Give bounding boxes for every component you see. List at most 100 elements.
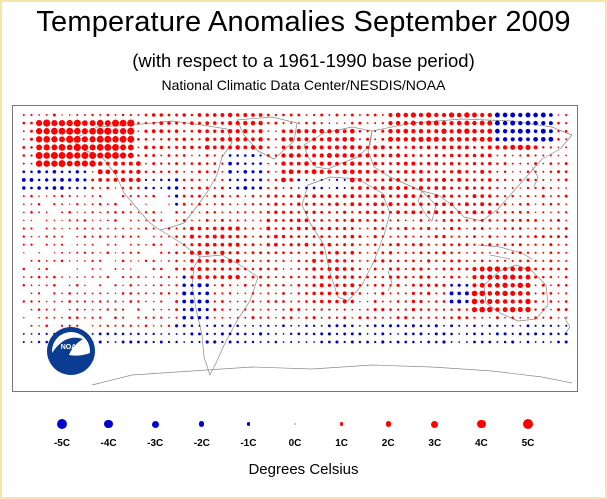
anomaly-dot xyxy=(389,162,392,166)
anomaly-dot xyxy=(557,300,560,303)
anomaly-dot xyxy=(182,137,186,142)
anomaly-dot xyxy=(450,218,454,222)
anomaly-dot xyxy=(526,235,530,238)
anomaly-dot xyxy=(45,235,48,238)
anomaly-dot xyxy=(328,235,331,238)
anomaly-dot xyxy=(190,145,194,150)
anomaly-dot xyxy=(129,113,132,117)
anomaly-dot xyxy=(96,127,104,135)
anomaly-dot xyxy=(91,186,94,190)
anomaly-dot xyxy=(98,340,102,344)
anomaly-dot xyxy=(335,243,339,247)
anomaly-dot xyxy=(137,243,140,246)
anomaly-dot xyxy=(83,251,87,255)
anomaly-dot xyxy=(68,316,71,319)
anomaly-dot xyxy=(465,283,469,287)
anomaly-dot xyxy=(129,332,132,336)
anomaly-dot xyxy=(426,161,431,166)
anomaly-dot xyxy=(510,283,515,288)
anomaly-dot xyxy=(96,119,104,127)
anomaly-dot xyxy=(327,242,332,247)
anomaly-dot xyxy=(243,235,247,239)
anomaly-dot xyxy=(297,251,301,255)
anomaly-dot xyxy=(76,243,79,246)
anomaly-dot xyxy=(266,251,270,255)
anomaly-dot xyxy=(519,162,522,165)
anomaly-dot xyxy=(175,219,178,222)
anomaly-dot xyxy=(129,324,133,328)
anomaly-dot xyxy=(427,324,430,328)
anomaly-dot xyxy=(81,144,89,151)
anomaly-dot xyxy=(106,308,109,311)
anomaly-dot xyxy=(144,186,148,190)
anomaly-dot xyxy=(342,283,347,288)
anomaly-dot xyxy=(480,340,484,344)
anomaly-dot xyxy=(243,178,247,182)
anomaly-dot xyxy=(75,178,80,182)
anomaly-dot xyxy=(297,308,301,312)
anomaly-dot xyxy=(213,332,216,336)
anomaly-dot xyxy=(396,186,401,190)
anomaly-dot xyxy=(22,235,25,238)
anomaly-dot xyxy=(251,292,255,295)
anomaly-dot xyxy=(320,194,324,198)
anomaly-dot xyxy=(427,267,430,271)
anomaly-dot xyxy=(388,275,393,279)
anomaly-dot xyxy=(137,219,140,222)
anomaly-dot xyxy=(160,324,163,327)
anomaly-dot xyxy=(427,154,431,157)
anomaly-dot xyxy=(91,211,94,214)
anomaly-dot xyxy=(540,112,546,118)
anomaly-dot xyxy=(519,316,522,319)
anomaly-dot xyxy=(228,154,232,157)
anomaly-dot xyxy=(144,121,148,125)
anomaly-dot xyxy=(281,177,286,183)
anomaly-dot xyxy=(472,153,477,158)
anomaly-dot xyxy=(53,203,56,206)
anomaly-dot xyxy=(68,260,71,262)
anomaly-dot xyxy=(38,300,41,303)
anomaly-dot xyxy=(404,153,408,158)
anomaly-dot xyxy=(350,259,354,263)
anomaly-dot xyxy=(22,145,26,149)
anomaly-dot xyxy=(526,332,530,336)
anomaly-dot xyxy=(228,242,233,247)
anomaly-dot xyxy=(503,332,507,336)
anomaly-dot xyxy=(243,243,247,247)
anomaly-dot xyxy=(373,259,377,263)
anomaly-dot xyxy=(494,112,500,118)
anomaly-dot xyxy=(121,186,125,190)
anomaly-dot xyxy=(137,300,140,303)
anomaly-dot xyxy=(488,170,492,174)
anomaly-dot xyxy=(189,299,194,304)
anomaly-dot xyxy=(53,195,56,198)
anomaly-dot xyxy=(159,340,163,344)
anomaly-dot xyxy=(557,202,560,206)
anomaly-dot xyxy=(335,202,339,207)
anomaly-dot xyxy=(213,178,216,181)
anomaly-dot xyxy=(205,275,210,279)
anomaly-dot xyxy=(343,219,347,222)
anomaly-dot xyxy=(564,340,568,344)
anomaly-dot xyxy=(61,203,63,206)
anomaly-dot xyxy=(465,162,469,166)
anomaly-dot xyxy=(129,260,132,262)
anomaly-dot xyxy=(365,194,370,198)
anomaly-dot xyxy=(327,332,331,336)
anomaly-dot xyxy=(228,169,232,174)
anomaly-dot xyxy=(259,162,262,165)
anomaly-dot xyxy=(411,202,416,206)
anomaly-dot xyxy=(441,177,447,182)
anomaly-dot xyxy=(119,128,127,135)
anomaly-dot xyxy=(534,341,537,343)
anomaly-dot xyxy=(45,219,48,222)
anomaly-dot xyxy=(396,267,400,271)
anomaly-dot xyxy=(121,194,125,198)
anomaly-dot xyxy=(404,202,408,206)
anomaly-dot xyxy=(289,145,294,150)
anomaly-dot xyxy=(396,316,400,320)
anomaly-dot xyxy=(266,113,270,117)
anomaly-dot xyxy=(449,120,454,126)
anomaly-dot xyxy=(305,235,308,238)
anomaly-dot xyxy=(511,170,514,173)
